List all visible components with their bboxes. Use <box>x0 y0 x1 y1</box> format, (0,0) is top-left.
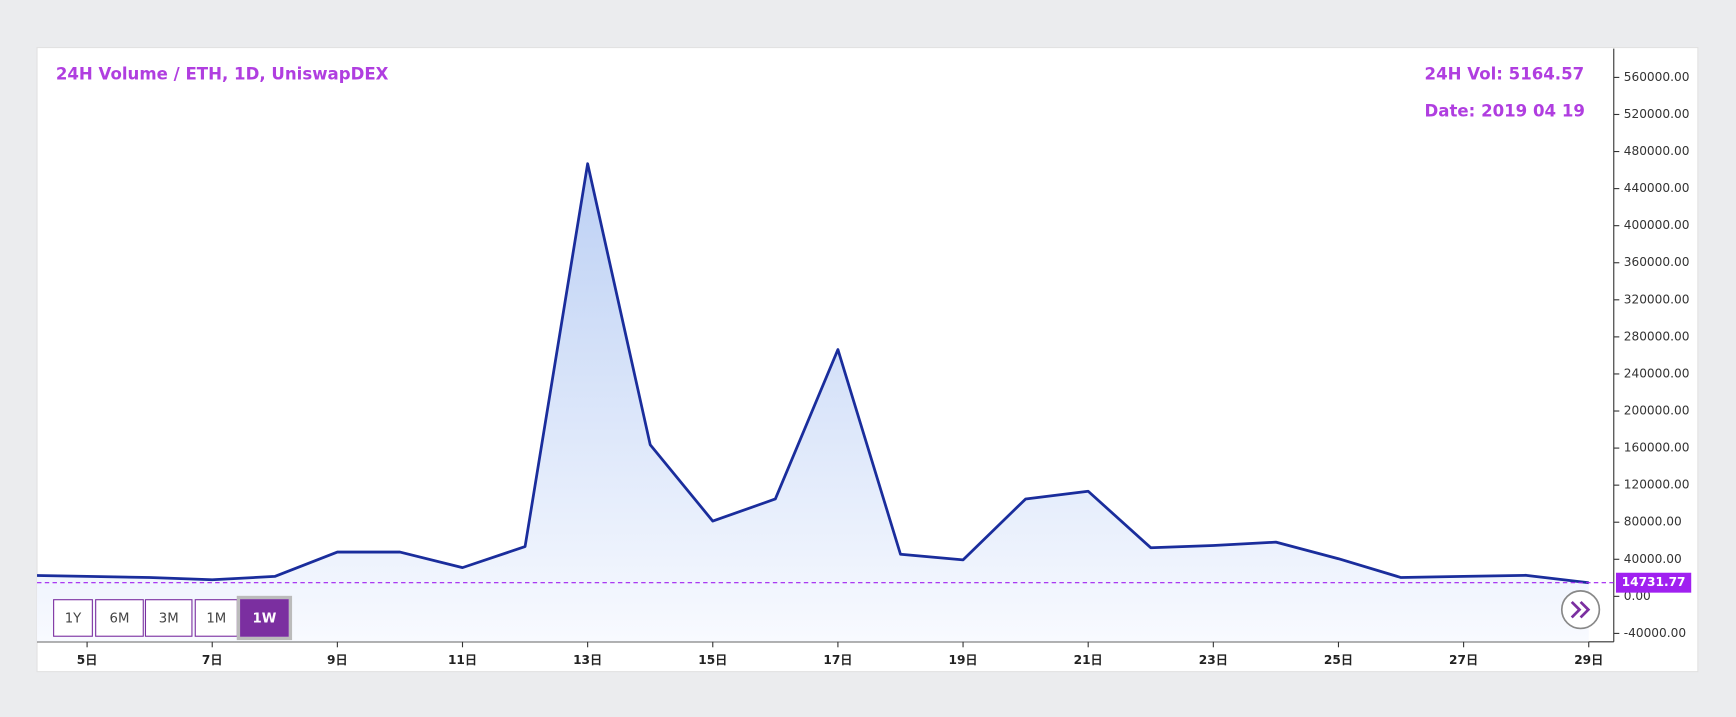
x-tick-label: 17日 <box>823 653 852 667</box>
y-tick-label: 400000.00 <box>1624 218 1690 232</box>
range-button-bg <box>194 599 238 637</box>
range-button-label[interactable]: 1Y <box>65 612 82 627</box>
range-button[interactable]: 1Y <box>53 599 93 637</box>
y-tick-label: 320000.00 <box>1624 292 1690 306</box>
y-tick-label: 280000.00 <box>1624 329 1690 343</box>
x-tick-label: 27日 <box>1449 653 1478 667</box>
y-tick-label: 80000.00 <box>1624 515 1682 529</box>
info-volume: 24H Vol: 5164.57 <box>1425 65 1585 84</box>
last-value-label: 14731.77 <box>1622 575 1686 589</box>
x-tick-label: 15日 <box>698 653 727 667</box>
range-button[interactable]: 3M <box>144 599 193 637</box>
range-button-bg <box>240 599 289 637</box>
x-tick-label: 5日 <box>77 653 98 667</box>
range-button[interactable]: 1M <box>194 599 238 637</box>
range-button-label[interactable]: 1M <box>206 612 226 627</box>
info-date: Date: 2019 04 19 <box>1425 101 1585 120</box>
last-value-tag <box>1615 572 1692 593</box>
y-tick-label: 440000.00 <box>1624 181 1690 195</box>
x-tick-label: 25日 <box>1324 653 1353 667</box>
y-tick-label: 360000.00 <box>1624 255 1690 269</box>
line <box>37 162 1589 585</box>
x-tick-label: 29日 <box>1574 653 1603 667</box>
range-button-label[interactable]: 6M <box>110 612 130 627</box>
range-button-bg <box>53 599 93 637</box>
x-tick-label: 11日 <box>448 653 477 667</box>
plot-area <box>37 162 1589 642</box>
x-tick-label: 9日 <box>327 653 348 667</box>
range-button[interactable]: 1W <box>236 595 293 641</box>
y-tick-label: 480000.00 <box>1624 144 1690 158</box>
chart-title: 24H Volume / ETH, 1D, UniswapDEX <box>56 65 389 84</box>
x-tick-label: 19日 <box>949 653 978 667</box>
y-tick-label: 200000.00 <box>1624 404 1690 418</box>
y-tick-label: -40000.00 <box>1624 626 1686 640</box>
scroll-button[interactable] <box>1560 590 1601 630</box>
x-tick-label: 23日 <box>1199 653 1228 667</box>
area-fill <box>37 163 1589 642</box>
x-tick-label: 13日 <box>573 653 602 667</box>
y-tick-label: 560000.00 <box>1624 70 1690 84</box>
y-tick-label: 120000.00 <box>1624 478 1690 492</box>
range-button-label[interactable]: 1W <box>252 612 276 627</box>
range-button-outline <box>236 595 293 641</box>
range-button[interactable]: 6M <box>95 599 144 637</box>
y-tick-label: 240000.00 <box>1624 366 1690 380</box>
x-tick-label: 21日 <box>1074 653 1103 667</box>
range-button-label[interactable]: 3M <box>159 612 179 627</box>
range-button-bg <box>95 599 144 637</box>
controls: 1Y 6M 3M 1M 1W <box>53 595 293 641</box>
y-tick-label: 40000.00 <box>1624 552 1682 566</box>
x-tick-label: 7日 <box>202 653 223 667</box>
y-tick-label: 520000.00 <box>1624 107 1690 121</box>
range-button-bg <box>144 599 193 637</box>
y-tick-label: 160000.00 <box>1624 441 1690 455</box>
axes: -40000.000.0040000.0080000.00120000.0016… <box>37 70 1692 667</box>
